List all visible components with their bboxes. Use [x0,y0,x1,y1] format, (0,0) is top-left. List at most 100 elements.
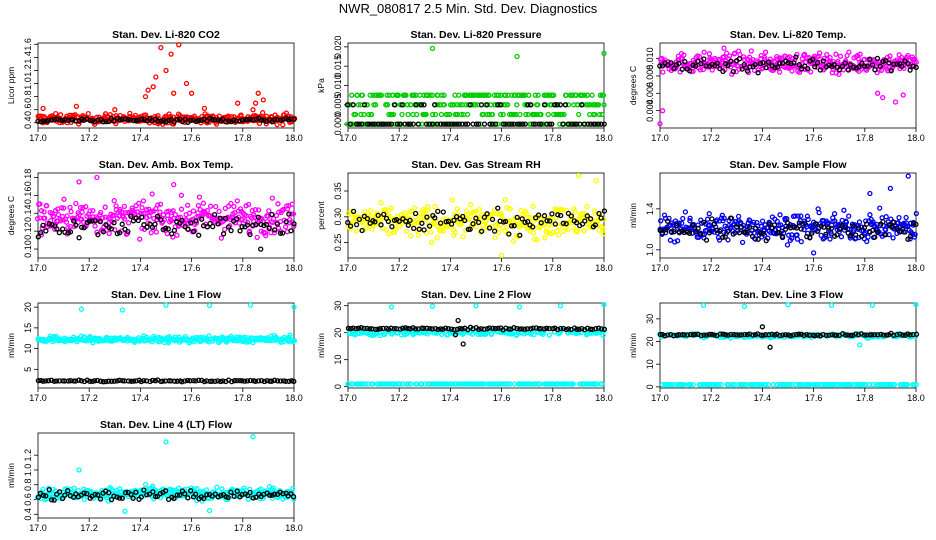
data-point [41,118,47,124]
data-point [142,93,149,100]
x-tick-label: 17.6 [493,263,511,273]
data-point [429,121,436,127]
data-point [867,56,873,62]
data-point [477,229,484,236]
data-point [592,222,598,228]
data-point [872,67,878,73]
data-point [519,121,526,127]
data-point [187,378,193,384]
data-point [721,45,727,51]
data-point [40,492,46,499]
data-point [794,236,801,242]
data-point [408,381,414,387]
data-point [498,102,504,108]
data-point [544,121,550,127]
data-point [400,325,406,331]
data-point [247,231,253,238]
data-point [71,218,77,224]
data-point [48,497,55,503]
data-point [186,210,193,216]
data-point [842,224,848,230]
data-point [247,116,253,122]
data-point [120,378,126,384]
data-point [760,60,766,66]
data-point [864,221,870,227]
x-tick-label: 17.0 [651,133,669,143]
data-point [495,325,501,331]
data-point [736,56,743,62]
x-tick-label: 17.6 [805,263,823,273]
data-point [478,326,484,332]
x-tick-label: 17.0 [339,393,357,403]
data-point [484,211,490,217]
data-point [391,102,398,108]
data-point [78,224,85,230]
data-point [581,228,587,234]
data-point [139,204,145,211]
data-point [121,203,128,210]
data-point [119,307,126,313]
data-point [826,62,832,69]
data-point [405,222,411,228]
data-point [703,237,710,243]
data-point [828,225,835,232]
x-tick-label: 17.6 [183,133,201,143]
x-tick-label: 17.4 [754,263,772,273]
data-point [125,228,131,235]
data-point [288,211,294,217]
data-point [185,226,191,232]
data-point [188,488,194,494]
y-tick-label: 1.0 [23,77,33,90]
data-point [572,209,578,215]
data-point [40,105,46,112]
data-point [732,50,738,56]
data-point [524,218,531,225]
data-point [359,227,365,234]
data-point [815,332,821,338]
data-point [519,216,525,222]
data-point [438,326,444,332]
data-point [753,225,759,231]
data-point [361,325,367,332]
data-point [554,102,560,108]
data-point [888,381,894,388]
y-tick-label: 1.6 [23,38,33,51]
data-point [38,230,44,236]
data-point [535,212,542,218]
data-point [421,102,427,108]
data-point [231,493,237,499]
data-point [506,121,512,127]
data-point [143,207,150,213]
data-point [121,216,128,222]
data-point [253,222,259,228]
data-point [361,111,367,118]
data-point [57,112,64,118]
data-point [364,215,371,222]
data-point [163,439,169,445]
data-point [717,331,723,337]
data-point [130,207,136,213]
data-point [239,224,245,230]
panel-5: Stan. Dev. Gas Stream RH 17.0 17.2 17.4 17.6… [316,159,613,273]
data-point [38,119,44,125]
data-point [853,235,859,241]
data-point [810,56,816,63]
data-point [502,197,509,203]
data-point [747,217,753,224]
data-point [283,110,289,116]
data-point [391,325,397,332]
data-point [700,219,707,226]
data-point [435,326,441,333]
data-point [56,229,63,236]
data-point [375,121,381,127]
data-point [706,222,713,228]
data-point [659,63,666,69]
data-point [681,229,687,236]
data-point [138,116,145,122]
data-point [739,239,746,246]
panel-title: Stan. Dev. Line 4 (LT) Flow [100,419,233,431]
data-point [452,332,459,338]
data-point [97,218,103,225]
data-point [102,204,108,210]
data-point [774,64,781,70]
